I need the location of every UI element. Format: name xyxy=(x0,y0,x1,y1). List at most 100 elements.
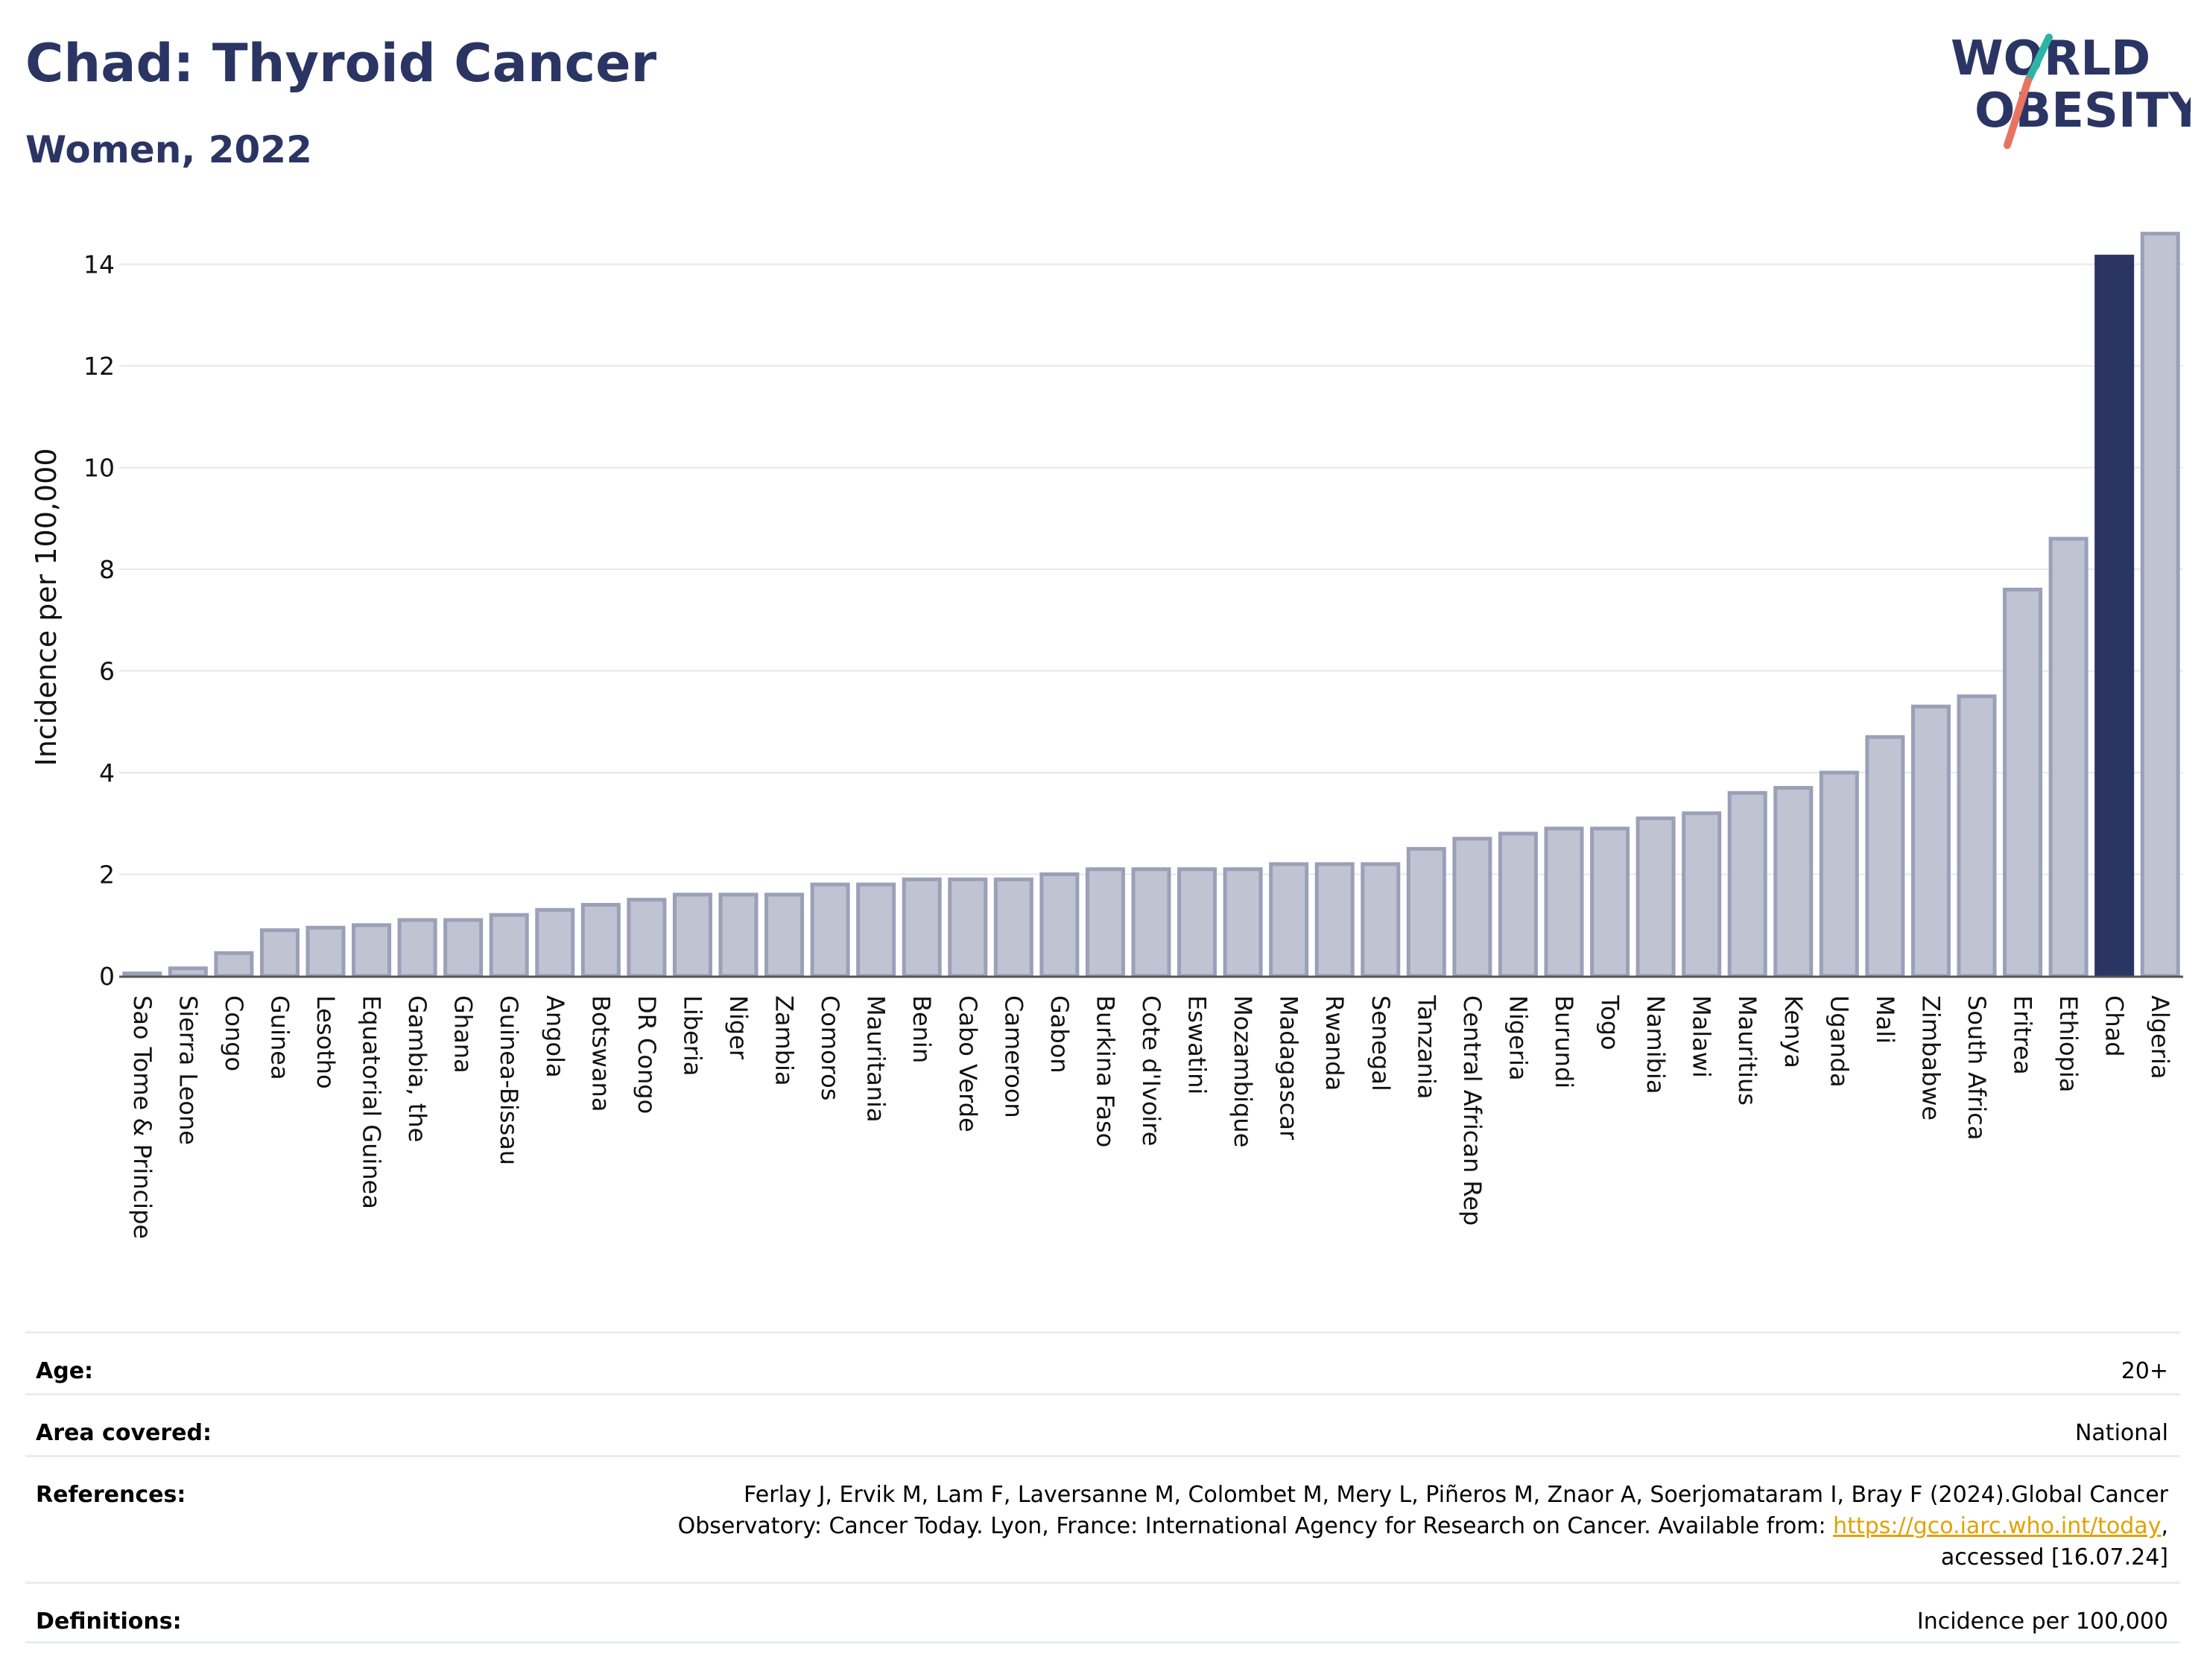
logo-slash-teal xyxy=(2024,34,2053,84)
x-tick-label: Central African Rep xyxy=(1458,995,1486,1226)
x-tick-label: Madagascar xyxy=(1275,995,1303,1141)
bar-namibia xyxy=(1635,816,1676,978)
bar-guinea xyxy=(259,928,300,978)
x-tick-label: DR Congo xyxy=(633,995,661,1114)
x-tick-label: Mozambique xyxy=(1229,995,1257,1147)
references-line-1: Ferlay J, Ervik M, Lam F, Laversanne M, … xyxy=(744,1482,2168,1508)
y-tick-label: 8 xyxy=(99,555,115,584)
meta-row-references: References: Ferlay J, Ervik M, Lam F, La… xyxy=(25,1455,2180,1582)
x-tick-label: Chad xyxy=(2100,995,2129,1057)
bar-ethiopia xyxy=(2048,536,2089,978)
bar-madagascar xyxy=(1269,862,1309,978)
x-tick-label: Eritrea xyxy=(2009,995,2037,1075)
x-tick-label: Gabon xyxy=(1045,995,1074,1074)
bar-zimbabwe xyxy=(1910,704,1951,978)
definitions-value: Incidence per 100,000 xyxy=(1916,1608,2168,1635)
x-tick-label: Burundi xyxy=(1550,995,1578,1088)
y-tick-label: 10 xyxy=(83,454,115,483)
bar-kenya xyxy=(1773,786,1814,978)
y-tick-label: 12 xyxy=(83,352,115,381)
area-label: Area covered: xyxy=(36,1420,212,1446)
bar-mauritius xyxy=(1727,790,1767,978)
y-tick-label: 14 xyxy=(83,250,115,279)
x-tick-label: Ghana xyxy=(449,995,478,1074)
y-tick-labels: 0 2 4 6 8 10 12 14 xyxy=(83,250,115,991)
bar-dr-congo xyxy=(627,898,667,978)
bar-malawi xyxy=(1682,811,1722,978)
x-tick-label: Guinea xyxy=(265,995,294,1080)
x-tick-label: Mali xyxy=(1871,995,1899,1044)
y-tick-label: 0 xyxy=(99,962,115,991)
meta-row-definitions: Definitions: Incidence per 100,000 xyxy=(25,1582,2180,1643)
x-tick-label: Botswana xyxy=(586,995,615,1112)
bar-ghana xyxy=(443,918,484,978)
metadata-table: Age: 20+ Area covered: National Referenc… xyxy=(25,1331,2180,1643)
bar-equatorial-guinea xyxy=(352,923,392,978)
bar-lesotho xyxy=(305,925,346,978)
page-subtitle: Women, 2022 xyxy=(25,128,312,171)
bar-mali xyxy=(1865,735,1905,978)
bar-congo xyxy=(214,951,254,978)
x-tick-label: Malawi xyxy=(1688,995,1716,1078)
x-tick-label: Eswatini xyxy=(1183,995,1212,1094)
x-tick-label: Algeria xyxy=(2146,995,2174,1079)
bar-guinea-bissau xyxy=(489,913,529,978)
world-obesity-logo: WORLD OBESITY xyxy=(1951,31,2191,149)
bar-rwanda xyxy=(1314,862,1355,978)
x-tick-label: Niger xyxy=(724,995,753,1060)
bar-cameroon xyxy=(993,877,1033,978)
bar-botswana xyxy=(580,902,621,978)
x-tick-label: Burkina Faso xyxy=(1091,995,1119,1147)
x-tick-label: Lesotho xyxy=(311,995,340,1089)
x-tick-label: Kenya xyxy=(1779,995,1808,1068)
bar-south-africa xyxy=(1957,694,1997,978)
meta-row-area: Area covered: National xyxy=(25,1393,2180,1455)
bar-algeria xyxy=(2140,232,2180,978)
references-line-3: accessed [16.07.24] xyxy=(1940,1544,2168,1570)
y-tick-label: 2 xyxy=(99,860,115,890)
y-tick-label: 4 xyxy=(99,758,115,787)
x-tick-label: Namibia xyxy=(1641,995,1670,1094)
bar-tanzania xyxy=(1406,846,1446,978)
x-tick-label: Benin xyxy=(908,995,936,1063)
bar-gabon xyxy=(1039,872,1080,978)
x-tick-label: Zimbabwe xyxy=(1916,995,1945,1120)
x-tick-label: Tanzania xyxy=(1412,995,1440,1099)
bar-chad xyxy=(2094,254,2135,978)
x-tick-label: Nigeria xyxy=(1504,995,1532,1080)
x-tick-label: Sao Tome & Principe xyxy=(128,995,156,1239)
x-tick-label: Cabo Verde xyxy=(954,995,982,1132)
x-tick-label: Angola xyxy=(541,995,569,1078)
x-tick-label: Guinea-Bissau xyxy=(495,995,523,1165)
bar-benin xyxy=(902,877,942,978)
area-value: National xyxy=(2074,1420,2168,1446)
bar-liberia xyxy=(672,893,712,978)
bar-central-african-rep xyxy=(1452,837,1492,978)
bar-cabo-verde xyxy=(948,877,988,978)
references-link[interactable]: https://gco.iarc.who.int/today xyxy=(1833,1513,2162,1539)
bar-senegal xyxy=(1361,862,1401,978)
definitions-label: Definitions: xyxy=(36,1608,182,1635)
bars xyxy=(122,232,2180,978)
x-tick-label: Gambia, the xyxy=(403,995,431,1142)
bar-cote-d-ivoire xyxy=(1131,867,1171,978)
x-tick-label: Ethiopia xyxy=(2054,995,2083,1092)
x-tick-label: Zambia xyxy=(770,995,799,1086)
bar-sierra-leone xyxy=(168,966,208,978)
x-tick-label: Cote d'Ivoire xyxy=(1137,995,1165,1146)
bar-nigeria xyxy=(1498,831,1538,978)
bar-chart: 0 2 4 6 8 10 12 14 Sao Tome & Principe Sierra Le… xyxy=(30,232,2183,1239)
references-value: Ferlay J, Ervik M, Lam F, Laversanne M, … xyxy=(507,1480,2180,1573)
bar-mozambique xyxy=(1223,867,1263,978)
bar-mauritania xyxy=(856,882,896,978)
references-line-2-end: , xyxy=(2161,1513,2168,1539)
x-tick-label: Rwanda xyxy=(1320,995,1349,1091)
bar-uganda xyxy=(1819,770,1859,978)
references-line-2: Observatory: Cancer Today. Lyon, France:… xyxy=(677,1513,1834,1539)
bar-gambia-the xyxy=(397,918,437,978)
page-title: Chad: Thyroid Cancer xyxy=(25,33,657,94)
x-tick-label: Sierra Leone xyxy=(174,995,202,1145)
x-tick-label: Uganda xyxy=(1825,995,1853,1088)
x-tick-label: Cameroon xyxy=(999,995,1027,1118)
bar-eritrea xyxy=(2003,587,2043,978)
